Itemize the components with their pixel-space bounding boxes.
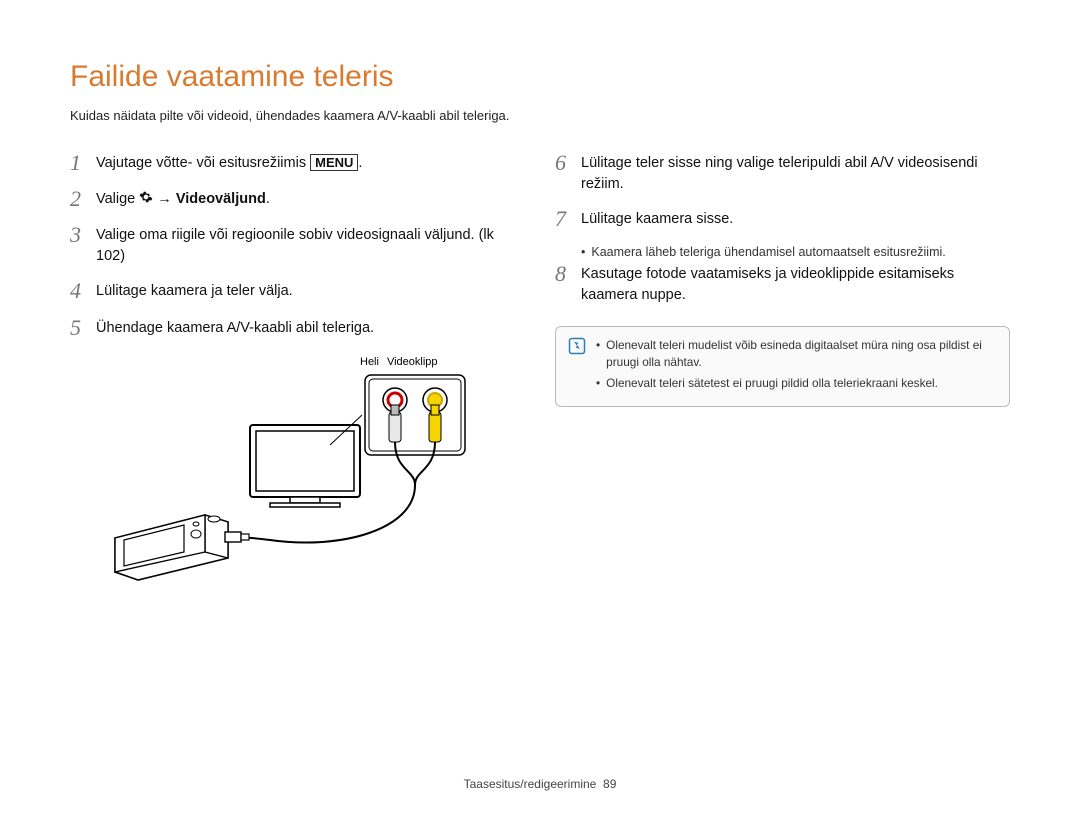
step-text: Valige → Videoväljund. bbox=[96, 187, 270, 211]
step: 4Lülitage kaamera ja teler välja. bbox=[70, 279, 525, 303]
step: 3Valige oma riigile või regioonile sobiv… bbox=[70, 223, 525, 267]
step-number: 7 bbox=[555, 207, 581, 231]
step: 8Kasutage fotode vaatamiseks ja videokli… bbox=[555, 262, 1010, 306]
step-number: 6 bbox=[555, 151, 581, 175]
step: 2Valige → Videoväljund. bbox=[70, 187, 525, 211]
step-text: Lülitage kaamera ja teler välja. bbox=[96, 279, 293, 302]
note-box: Olenevalt teleri mudelist võib esineda d… bbox=[555, 326, 1010, 407]
video-label: Videoklipp bbox=[387, 356, 438, 368]
step: 6Lülitage teler sisse ning valige teleri… bbox=[555, 151, 1010, 195]
step-text: Ühendage kaamera A/V-kaabli abil telerig… bbox=[96, 316, 374, 339]
note-icon bbox=[568, 337, 590, 396]
note-item: Olenevalt teleri sätetest ei pruugi pild… bbox=[596, 375, 997, 392]
step-number: 8 bbox=[555, 262, 581, 286]
step-number: 2 bbox=[70, 187, 96, 211]
step-number: 5 bbox=[70, 316, 96, 340]
connection-diagram: Heli Videoklipp bbox=[100, 356, 525, 605]
step: 1Vajutage võtte- või esitusrežiimis MENU… bbox=[70, 151, 525, 175]
step: 7Lülitage kaamera sisse. bbox=[555, 207, 1010, 231]
content-columns: 1Vajutage võtte- või esitusrežiimis MENU… bbox=[70, 151, 1010, 605]
step-text: Valige oma riigile või regioonile sobiv … bbox=[96, 223, 525, 267]
footer-page: 89 bbox=[603, 777, 616, 791]
right-column: 6Lülitage teler sisse ning valige teleri… bbox=[555, 151, 1010, 605]
page-subtitle: Kuidas näidata pilte või videoid, ühenda… bbox=[70, 108, 1010, 123]
audio-label: Heli bbox=[360, 356, 379, 368]
page-footer: Taasesitus/redigeerimine 89 bbox=[0, 777, 1080, 791]
note-item: Olenevalt teleri mudelist võib esineda d… bbox=[596, 337, 997, 371]
left-column: 1Vajutage võtte- või esitusrežiimis MENU… bbox=[70, 151, 525, 605]
page-title: Failide vaatamine teleris bbox=[70, 60, 1010, 94]
footer-section: Taasesitus/redigeerimine bbox=[464, 777, 597, 791]
step-text: Lülitage kaamera sisse. bbox=[581, 207, 733, 230]
step: 5Ühendage kaamera A/V-kaabli abil teleri… bbox=[70, 316, 525, 340]
step-number: 1 bbox=[70, 151, 96, 175]
step-text: Vajutage võtte- või esitusrežiimis MENU. bbox=[96, 151, 362, 174]
step-text: Kasutage fotode vaatamiseks ja videoklip… bbox=[581, 262, 1010, 306]
diagram-svg bbox=[100, 370, 500, 600]
step-text: Lülitage teler sisse ning valige telerip… bbox=[581, 151, 1010, 195]
step-sub-bullet: Kaamera läheb teleriga ühendamisel autom… bbox=[581, 243, 1010, 262]
step-number: 3 bbox=[70, 223, 96, 247]
step-number: 4 bbox=[70, 279, 96, 303]
